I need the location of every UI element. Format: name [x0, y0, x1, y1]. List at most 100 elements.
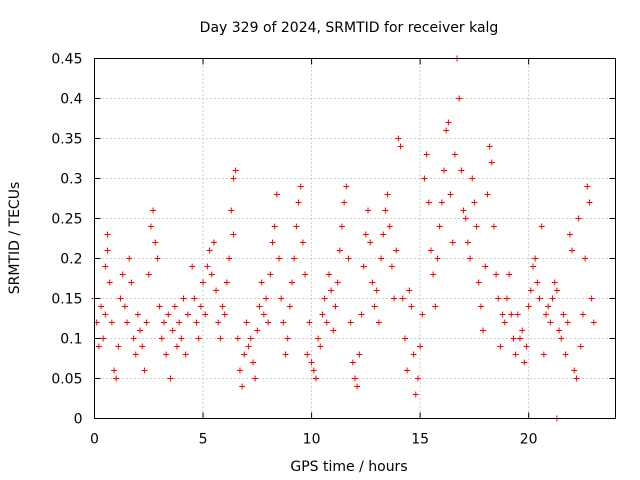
data-point — [119, 271, 126, 278]
data-point — [167, 375, 174, 382]
data-point — [262, 295, 269, 302]
data-point — [404, 367, 411, 374]
data-point — [527, 287, 534, 294]
data-point — [239, 383, 246, 390]
data-point — [571, 367, 578, 374]
data-point — [178, 335, 185, 342]
data-point — [543, 311, 550, 318]
y-tick-label: 0.3 — [60, 172, 82, 188]
plot-frame — [94, 58, 616, 419]
x-tick-label: 20 — [520, 432, 538, 448]
data-point — [226, 255, 233, 262]
y-tick-label: 0.15 — [51, 292, 82, 308]
data-point — [336, 247, 343, 254]
data-point — [523, 343, 530, 350]
y-tick-label: 0.25 — [51, 212, 82, 228]
data-point — [158, 335, 165, 342]
data-point — [163, 351, 170, 358]
data-point — [184, 311, 191, 318]
data-point — [538, 223, 545, 230]
data-point — [113, 375, 120, 382]
data-point — [247, 335, 254, 342]
data-point — [293, 223, 300, 230]
data-point — [206, 247, 213, 254]
data-point — [269, 239, 276, 246]
data-point — [291, 255, 298, 262]
data-point — [189, 263, 196, 270]
data-point — [408, 303, 415, 310]
data-point — [243, 319, 250, 326]
y-tick-label: 0.1 — [60, 332, 82, 348]
data-point — [278, 295, 285, 302]
data-point — [371, 303, 378, 310]
data-point — [102, 311, 109, 318]
data-point — [493, 271, 500, 278]
data-point — [315, 335, 322, 342]
data-point — [236, 367, 243, 374]
data-point — [419, 311, 426, 318]
data-point — [417, 343, 424, 350]
data-point — [258, 279, 265, 286]
data-point — [152, 239, 159, 246]
data-point — [499, 311, 506, 318]
data-point — [521, 359, 528, 366]
data-point — [223, 279, 230, 286]
data-point — [358, 311, 365, 318]
data-point — [321, 295, 328, 302]
data-point — [95, 343, 102, 350]
data-point — [534, 279, 541, 286]
data-point — [111, 367, 118, 374]
data-point — [475, 279, 482, 286]
data-point — [382, 207, 389, 214]
data-point — [484, 191, 491, 198]
data-point — [577, 343, 584, 350]
data-point — [115, 343, 122, 350]
data-point — [445, 119, 452, 126]
data-point — [304, 351, 311, 358]
data-point — [532, 255, 539, 262]
data-point — [582, 255, 589, 262]
data-point — [256, 303, 263, 310]
data-point — [282, 351, 289, 358]
data-point — [349, 359, 356, 366]
data-point — [486, 143, 493, 150]
data-point — [284, 335, 291, 342]
data-point — [397, 143, 404, 150]
data-point — [584, 183, 591, 190]
data-point — [265, 319, 272, 326]
data-point — [477, 303, 484, 310]
data-point — [434, 255, 441, 262]
data-point — [195, 335, 202, 342]
data-point — [399, 295, 406, 302]
data-point — [525, 303, 532, 310]
data-point — [575, 215, 582, 222]
data-point — [506, 271, 513, 278]
data-point — [271, 223, 278, 230]
data-point — [460, 207, 467, 214]
data-point — [249, 359, 256, 366]
data-points — [91, 55, 597, 422]
data-point — [547, 319, 554, 326]
data-point — [393, 247, 400, 254]
data-point — [482, 263, 489, 270]
data-point — [490, 223, 497, 230]
data-point — [171, 303, 178, 310]
data-point — [458, 167, 465, 174]
data-point — [150, 207, 157, 214]
data-point — [98, 303, 105, 310]
data-point — [556, 327, 563, 334]
data-point — [551, 279, 558, 286]
data-point — [432, 303, 439, 310]
data-point — [406, 287, 413, 294]
data-point — [141, 367, 148, 374]
chart-title: Day 329 of 2024, SRMTID for receiver kal… — [200, 20, 499, 36]
data-point — [328, 287, 335, 294]
data-point — [473, 223, 480, 230]
data-point — [512, 351, 519, 358]
data-point — [234, 335, 241, 342]
data-point — [197, 303, 204, 310]
y-tick-label: 0.4 — [60, 92, 82, 108]
data-point — [560, 311, 567, 318]
data-point — [104, 247, 111, 254]
x-tick-label: 15 — [411, 432, 429, 448]
